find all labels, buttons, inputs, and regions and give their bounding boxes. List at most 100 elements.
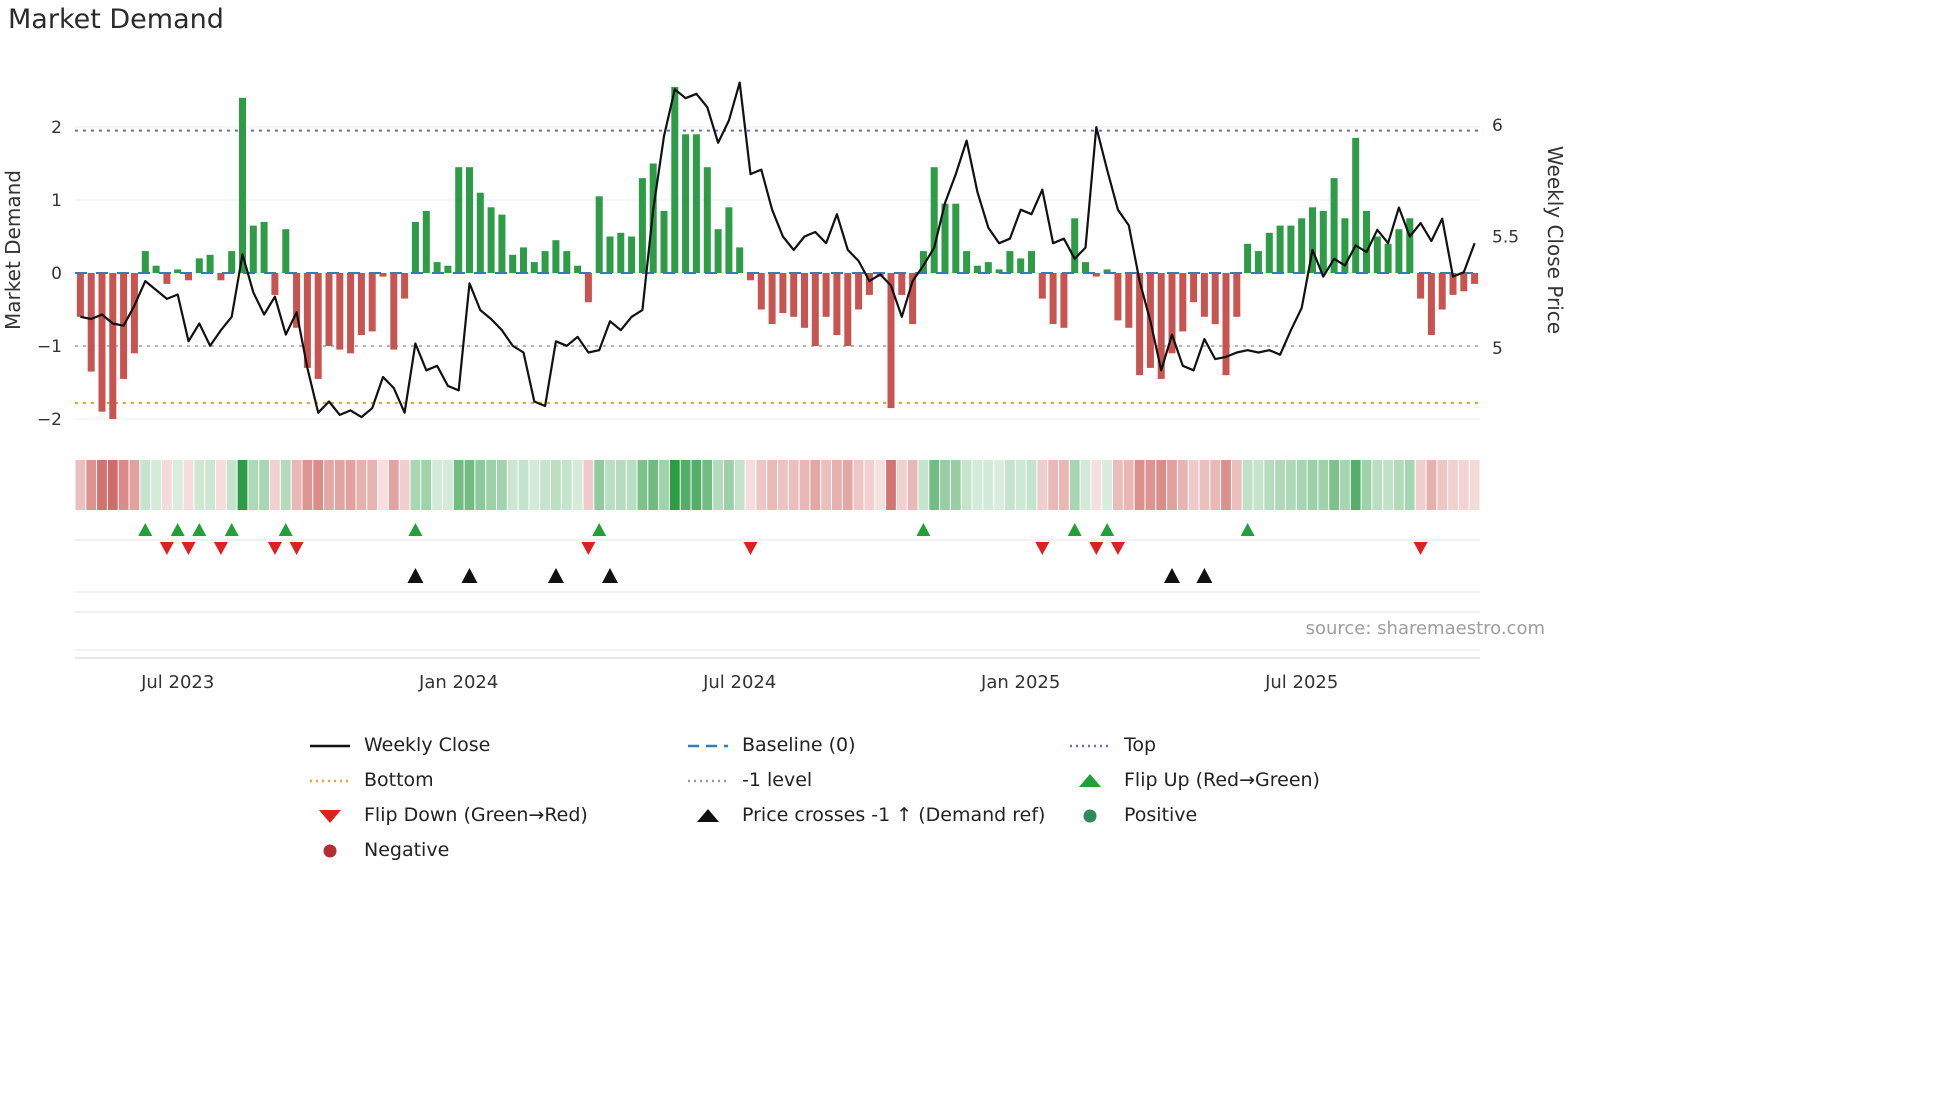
heatmap-cell — [378, 460, 388, 510]
heatmap-cell — [691, 460, 702, 510]
triangle-up-swatch — [697, 809, 719, 822]
positive-demand-bar — [206, 254, 214, 274]
positive-demand-bar — [282, 229, 290, 273]
heatmap-cell — [940, 460, 950, 510]
x-tick-label: Jul 2023 — [140, 672, 214, 693]
flip-up-icon — [224, 523, 239, 536]
heatmap-cell — [237, 460, 248, 510]
positive-demand-bar — [1341, 218, 1349, 274]
heatmap-cell — [1275, 460, 1285, 510]
negative-demand-bar — [1471, 273, 1479, 284]
heatmap-cell — [853, 460, 864, 510]
price-cross-triangle-icon — [686, 807, 730, 823]
flip-down-icon — [1089, 542, 1104, 555]
heatmap-cell — [1005, 460, 1015, 510]
heatmap-cell — [1296, 460, 1307, 510]
legend-label: Negative — [364, 839, 450, 861]
heatmap-cell — [367, 460, 378, 510]
positive-demand-bar — [1363, 210, 1370, 273]
flip-down-icon — [159, 542, 174, 555]
heatmap-cell — [1448, 460, 1458, 510]
price-cross-icon — [461, 568, 478, 583]
positive-demand-bar — [411, 221, 419, 273]
negative-demand-bar — [909, 273, 917, 325]
y-right-tick-label: 6 — [1492, 116, 1503, 136]
tick-labels: 2 1 0 −1 −2 6 5.5 5 Jul 2023 Jan 2024 Jul 2024 Jan … — [37, 116, 1519, 693]
flip-up-icon — [916, 523, 931, 536]
flip-up-icon — [192, 523, 207, 536]
legend-item-negative: Negative — [308, 839, 686, 861]
negative-demand-bar — [811, 273, 819, 346]
negative-demand-bar — [357, 273, 365, 336]
negative-demand-bar — [185, 273, 192, 281]
heatmap-cell — [950, 460, 961, 510]
heatmap-cell — [1037, 460, 1048, 510]
heatmap-cell — [832, 460, 842, 510]
positive-demand-bar — [444, 265, 452, 273]
negative-demand-bar — [314, 273, 322, 379]
demand-bars — [76, 86, 1479, 419]
positive-demand-bar — [552, 240, 560, 273]
flip-down-icon — [213, 542, 228, 555]
baseline-line-icon — [686, 737, 730, 753]
flip-up-icon — [1100, 523, 1115, 536]
flip-down-icon — [289, 542, 304, 555]
legend-label: Positive — [1124, 804, 1198, 826]
positive-demand-bar — [1384, 243, 1392, 273]
negative-demand-bar — [379, 273, 387, 277]
heatmap-cell — [561, 460, 572, 510]
heatmap-cell — [464, 460, 475, 510]
heatmap-cell — [97, 460, 107, 510]
legend-label: -1 level — [742, 769, 813, 791]
heatmap-cell — [291, 460, 302, 510]
heatmap-cell — [1048, 460, 1058, 510]
heatmap-cell — [475, 460, 486, 510]
flip-down-icon — [743, 542, 758, 555]
heatmap-cell — [615, 460, 626, 510]
legend-item-baseline: Baseline (0) — [686, 734, 1068, 756]
positive-demand-bar — [455, 167, 463, 273]
negative-demand-bar — [271, 273, 279, 295]
positive-demand-bar — [174, 269, 182, 273]
heatmap-cell — [129, 460, 140, 510]
heatmap-cell — [205, 460, 215, 510]
positive-dot-icon — [1068, 807, 1112, 823]
right-axis-label: Weekly Close Price — [1543, 146, 1567, 334]
positive-demand-bar — [638, 178, 646, 273]
negative-demand-bar — [1222, 273, 1230, 376]
negative-demand-bar — [779, 273, 787, 314]
heatmap-cell — [1221, 460, 1231, 510]
flip-down-icon — [1110, 542, 1125, 555]
heatmap-cell — [810, 460, 821, 510]
flip-down-icon — [1413, 542, 1428, 555]
heatmap-cell — [540, 460, 550, 510]
positive-demand-bar — [595, 196, 603, 273]
positive-demand-bar — [919, 251, 927, 273]
heatmap-cell — [886, 460, 896, 510]
negative-demand-bar — [163, 273, 171, 284]
negative-demand-bar — [347, 273, 355, 354]
positive-demand-bar — [671, 86, 679, 274]
top-line-icon — [1068, 737, 1112, 753]
legend-item-flip-down: Flip Down (Green→Red) — [308, 804, 686, 826]
heatmap-cell — [788, 460, 799, 510]
positive-demand-bar — [509, 254, 517, 274]
heatmap-cell — [324, 460, 334, 510]
positive-demand-bar — [692, 134, 700, 273]
positive-demand-bar — [195, 258, 203, 273]
heatmap-cell — [1145, 460, 1156, 510]
negative-demand-bar — [1038, 273, 1046, 299]
heatmap-cell — [216, 460, 226, 510]
legend-item-flip-up: Flip Up (Red→Green) — [1068, 769, 1538, 791]
heatmap-cell — [1286, 460, 1296, 510]
heatmap-cell — [626, 460, 637, 510]
heatmap-cell — [572, 460, 583, 510]
heatmap-cell — [140, 460, 151, 510]
flip-down-icon — [1035, 542, 1050, 555]
heatmap-cell — [1394, 460, 1404, 510]
heatmap-cell — [972, 460, 983, 510]
heatmap-cell — [1404, 460, 1415, 510]
heatmap-cell — [745, 460, 756, 510]
positive-demand-bar — [530, 262, 538, 273]
negative-demand-bar — [1233, 273, 1241, 317]
